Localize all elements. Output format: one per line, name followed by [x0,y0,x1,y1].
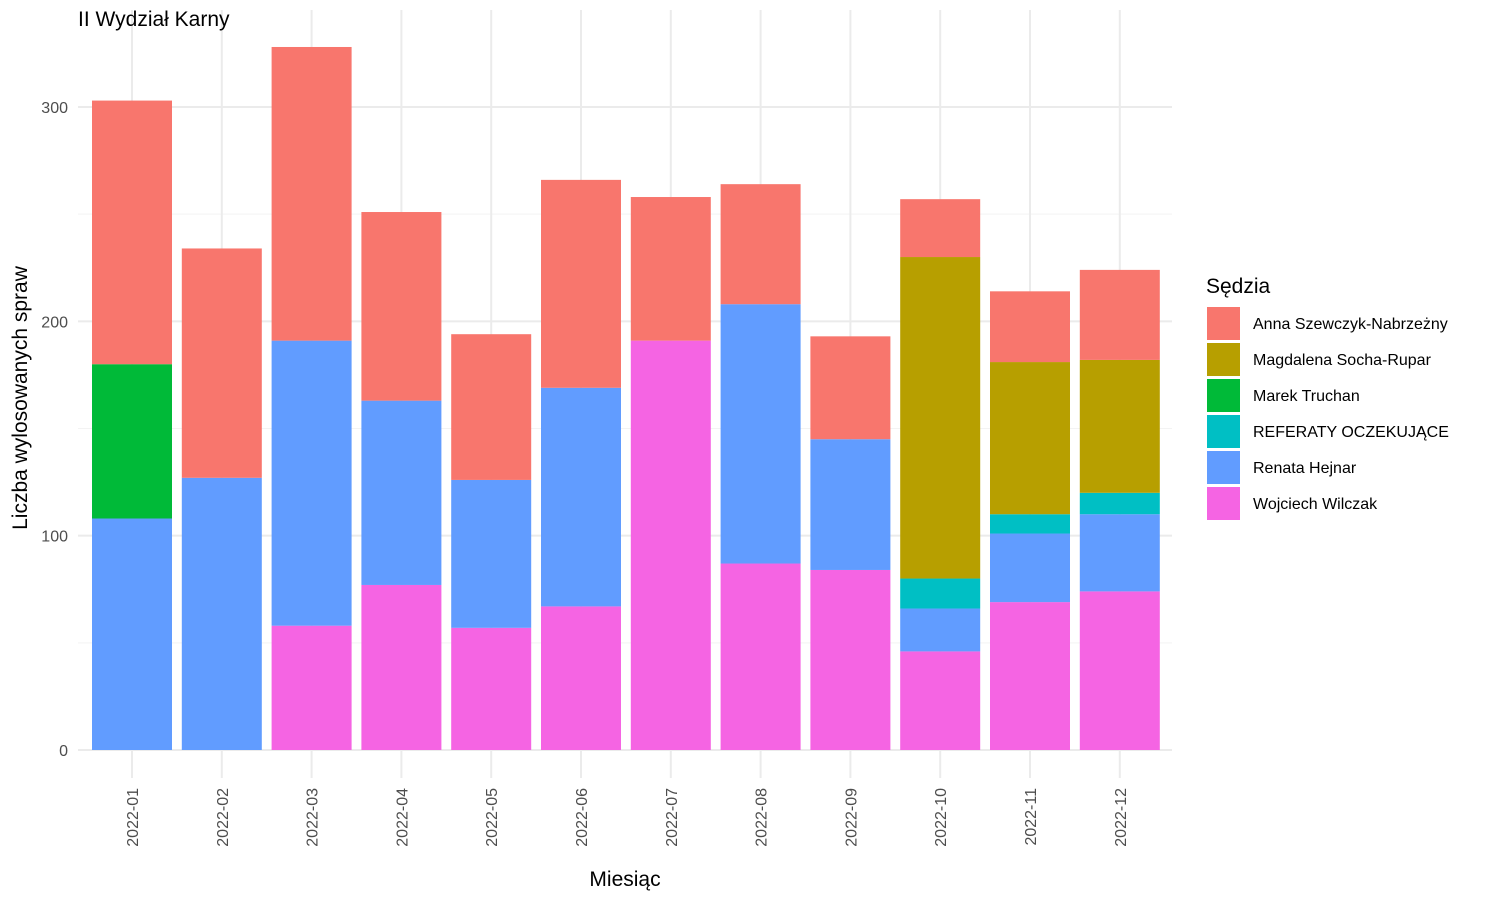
x-tick-label: 2022-12 [1113,788,1130,847]
bar-segment [990,291,1070,363]
bar-segment [361,212,442,401]
bar-segment [181,477,262,750]
bar-segment [1079,269,1160,360]
x-tick-label: 2022-07 [664,788,681,847]
bar-segment [92,100,172,365]
bar-segment [451,479,532,628]
legend-label: Renata Hejnar [1253,460,1357,477]
bar-segment [720,184,801,305]
y-tick-label: 300 [41,100,68,117]
legend-label: REFERATY OCZEKUJĄCE [1253,424,1449,441]
bar-segment [1079,359,1160,493]
bar-segment [810,336,891,440]
bar-segment [990,514,1070,534]
bar-segment [900,608,981,652]
legend-swatch [1207,343,1240,376]
legend-swatch [1207,379,1240,412]
bar-segment [1079,514,1160,592]
y-axis-title: Liczba wylosowanych spraw [9,265,32,530]
bar-segment [271,625,352,750]
legend-label: Anna Szewczyk-Nabrzeżny [1253,316,1448,333]
y-tick-label: 200 [41,314,68,331]
legend-swatch [1207,415,1240,448]
bar-segment [1079,492,1160,515]
legend-label: Magdalena Socha-Rupar [1253,352,1432,369]
x-tick-label: 2022-03 [305,788,322,847]
x-axis-ticks: 2022-01 2022-02 2022-03 2022-04 2022-05 2022-… [125,788,1130,847]
legend-swatch [1207,451,1240,484]
chart-title: II Wydział Karny [78,8,230,31]
legend-swatch [1207,307,1240,340]
bar-segment [720,304,801,564]
bar-segment [720,563,801,750]
legend-label: Wojciech Wilczak [1253,496,1378,513]
bar-segment [361,584,442,750]
bar-segment [900,651,981,750]
legend-label: Marek Truchan [1253,388,1360,405]
legend-title: Sędzia [1206,275,1271,298]
bar-segment [1079,591,1160,750]
x-axis-title: Miesiąc [589,868,660,891]
bar-segment [271,46,352,341]
bars [92,46,1160,750]
y-axis-ticks: 0 100 200 300 [41,100,68,760]
x-tick-label: 2022-10 [933,788,950,847]
bar-segment [541,179,621,388]
x-tick-label: 2022-09 [843,788,860,847]
x-tick-label: 2022-06 [574,788,591,847]
bar-segment [900,578,981,609]
bar-segment [541,606,621,750]
bar-segment [900,257,981,579]
bar-segment [810,439,891,570]
x-tick-label: 2022-11 [1023,788,1040,846]
x-tick-label: 2022-08 [754,788,771,847]
bar-segment [630,340,711,750]
bar-segment [451,334,532,480]
bar-segment [181,248,262,478]
bar-segment [990,533,1070,603]
bar-segment [810,569,891,750]
bar-segment [92,364,172,519]
legend-swatch [1207,487,1240,520]
bar-segment [630,197,711,341]
bar-segment [271,340,352,626]
bar-segment [361,400,442,585]
bar-segment [900,199,981,258]
bar-segment [990,602,1070,750]
x-tick-label: 2022-05 [484,788,501,847]
x-tick-label: 2022-01 [125,788,142,847]
x-tick-label: 2022-02 [215,788,232,847]
bar-segment [541,387,621,607]
y-tick-label: 100 [41,529,68,546]
bar-segment [990,362,1070,515]
bar-segment [92,518,172,750]
x-tick-label: 2022-04 [394,788,411,847]
legend: Sędzia Anna Szewczyk-Nabrzeżny Magdalena … [1206,275,1449,520]
bar-segment [451,627,532,750]
y-tick-label: 0 [59,743,68,760]
